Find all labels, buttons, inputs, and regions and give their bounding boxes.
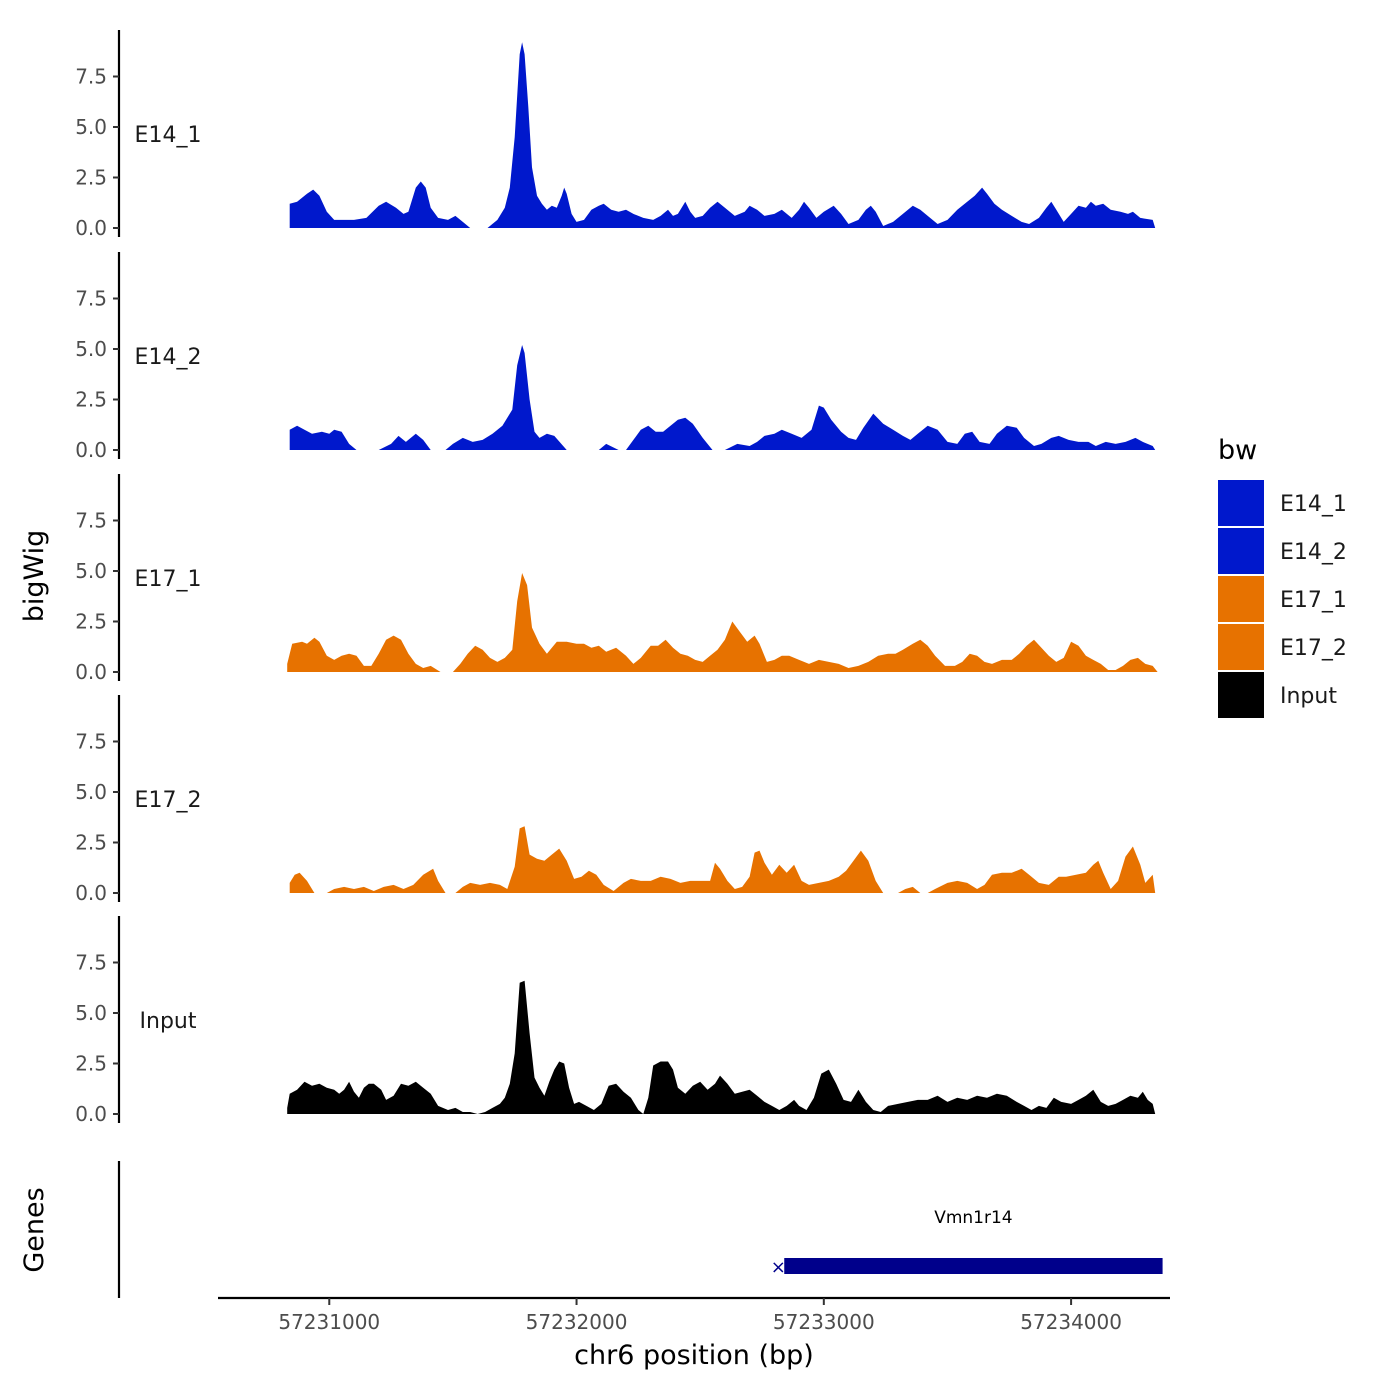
signal-area [287,573,1158,672]
y-tick-label: 2.5 [75,1052,107,1076]
y-tick-label: 0.0 [75,216,107,240]
legend-swatch [1218,672,1264,718]
y-tick-label: 2.5 [75,831,107,855]
y-tick-label: 7.5 [75,509,107,533]
x-tick-label: 57233000 [773,1310,875,1334]
legend-label: E17_2 [1280,636,1347,661]
track-label: E17_1 [135,567,202,592]
legend-swatch [1218,576,1264,622]
legend: bw E14_1 E14_2 E17_1 E17_2 Input [1218,435,1347,718]
track-label: E17_2 [135,788,202,813]
genes-axis-title: Genes [19,1187,50,1272]
x-tick-label: 57234000 [1020,1310,1122,1334]
y-tick-label: 0.0 [75,438,107,462]
legend-item: E14_2 [1218,528,1347,574]
y-tick-label: 5.0 [75,337,107,361]
signal-tracks: 0.0 2.5 5.0 7.5 E14_1 0.0 2.5 5.0 7.5 E14_2 0.0 2.5… [75,30,1158,1126]
gene-body [784,1258,1163,1274]
legend-swatch [1218,624,1264,670]
track-label: Input [140,1009,197,1034]
track-panel: 0.0 2.5 5.0 7.5 E17_2 [75,695,1156,905]
legend-item: E17_2 [1218,624,1347,670]
y-tick-label: 2.5 [75,166,107,190]
track-panel: 0.0 2.5 5.0 7.5 E14_2 [75,252,1156,462]
track-label: E14_1 [135,123,202,148]
legend-swatch [1218,480,1264,526]
legend-swatch [1218,528,1264,574]
gene-feature: × Vmn1r14 [771,1208,1163,1278]
legend-label: E14_2 [1280,540,1347,565]
y-tick-label: 7.5 [75,65,107,89]
y-tick-label: 5.0 [75,1001,107,1025]
y-tick-label: 7.5 [75,287,107,311]
gene-strand-marker: × [771,1257,786,1278]
y-tick-label: 5.0 [75,780,107,804]
legend-item: E17_1 [1218,576,1347,622]
legend-item: Input [1218,672,1337,718]
y-tick-label: 5.0 [75,115,107,139]
y-tick-label: 0.0 [75,660,107,684]
y-tick-label: 5.0 [75,559,107,583]
x-tick-label: 57232000 [526,1310,628,1334]
x-axis-title: chr6 position (bp) [574,1340,814,1371]
y-tick-label: 0.0 [75,1102,107,1126]
genes-panel: × Vmn1r14 [117,1161,1163,1298]
x-axis: 57231000 57232000 57233000 57234000 [218,1296,1170,1334]
y-tick-label: 2.5 [75,610,107,634]
y-axis-title: bigWig [19,530,50,623]
y-tick-label: 2.5 [75,388,107,412]
legend-item: E14_1 [1218,480,1347,526]
legend-title: bw [1218,435,1257,466]
x-tick-label: 57231000 [278,1310,380,1334]
legend-label: E14_1 [1280,492,1347,517]
track-label: E14_2 [135,345,202,370]
gene-label: Vmn1r14 [934,1208,1012,1228]
y-tick-label: 0.0 [75,881,107,905]
y-tick-label: 7.5 [75,730,107,754]
legend-label: Input [1280,684,1337,709]
signal-area [287,980,1156,1114]
track-panel: 0.0 2.5 5.0 7.5 Input [75,916,1156,1126]
track-panel: 0.0 2.5 5.0 7.5 E17_1 [75,474,1158,684]
signal-area [289,826,1156,893]
track-panel: 0.0 2.5 5.0 7.5 E14_1 [75,30,1156,240]
legend-label: E17_1 [1280,588,1347,613]
signal-area [289,345,1156,450]
signal-area [289,42,1156,229]
y-tick-label: 7.5 [75,951,107,975]
